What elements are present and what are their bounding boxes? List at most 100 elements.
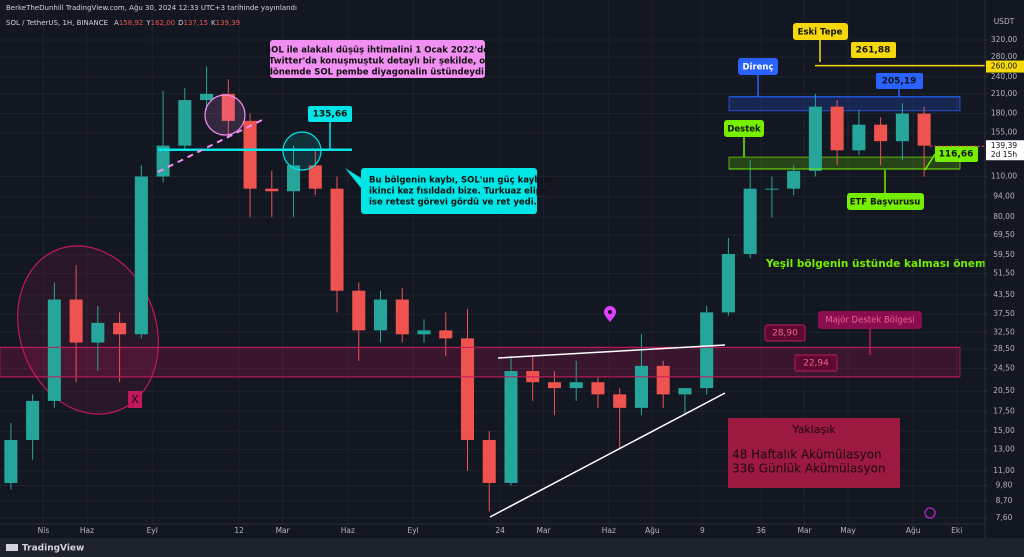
x-tick-label: Nis (38, 526, 50, 535)
y-tick-label: 240,00 (991, 72, 1017, 81)
x-tick-label: Eyl (147, 526, 158, 535)
candle-body (221, 93, 235, 121)
note-box (847, 193, 924, 210)
note-text: dönemde SOL pembe diyagonalin üstündeydi… (267, 68, 487, 78)
candle-body (134, 176, 148, 335)
candle-body (569, 382, 583, 389)
note-text: Yaklaşık (791, 423, 836, 436)
publisher: BerkeTheDunhill TradingView.com, Ağu 30,… (6, 4, 297, 12)
pin-icon (608, 310, 612, 314)
countdown: 2d 15h (991, 150, 1017, 159)
note-box (728, 418, 900, 488)
note-box (818, 311, 922, 329)
candle-body (874, 124, 888, 142)
level-box (764, 324, 806, 342)
candle-body (200, 93, 214, 101)
note-box (738, 58, 778, 75)
event-icon (924, 507, 936, 519)
ohlc-value: 158,92 (119, 19, 144, 27)
y-tick-label: 24,50 (993, 363, 1015, 372)
y-tick-label: 7,60 (996, 513, 1013, 522)
y-tick-label: 8,70 (996, 496, 1013, 505)
x-tick-label: Haz (341, 526, 355, 535)
candle-body (830, 106, 844, 151)
level-box (851, 42, 896, 58)
ohlc-value: 139,39 (216, 19, 241, 27)
y-tick-label: 51,50 (993, 268, 1015, 277)
candle-body (547, 382, 561, 389)
level-label: 205,19 (882, 77, 917, 87)
note-text: Direnç (742, 63, 773, 73)
x-tick-label: May (840, 526, 856, 535)
candle-body (330, 188, 344, 291)
candle-body (917, 113, 931, 146)
y-tick-label: 80,00 (993, 212, 1015, 221)
candle-body (439, 330, 453, 339)
candle-body (634, 365, 648, 408)
note-text: X (131, 393, 139, 406)
candle-body (308, 165, 322, 189)
level-box (876, 73, 923, 89)
candle-body (113, 322, 127, 335)
candle-body (178, 100, 192, 146)
y-tick-label: 13,00 (993, 444, 1015, 453)
note-text: Yeşil bölgenin üstünde kalması önemli. (765, 258, 997, 270)
candle-body (47, 299, 61, 401)
candle-body (4, 439, 18, 483)
symbol-title: SOL / TetherUS, 1H, BINANCE (6, 19, 108, 27)
candle-body (504, 371, 518, 483)
candle-body (613, 394, 627, 408)
y-tick-label: 32,50 (993, 327, 1015, 336)
candle-body (743, 188, 757, 254)
candle-body (721, 253, 735, 313)
y-tick-label: 110,00 (991, 171, 1017, 180)
candle-body (700, 312, 714, 389)
note-box (724, 120, 764, 137)
candle-body (808, 106, 822, 171)
y-tick-label: 43,50 (993, 290, 1015, 299)
price-axis (985, 0, 1024, 538)
candle-body (787, 170, 801, 189)
symbol: SOL / TetherUS, 1H, BINANCE A158,92 Y162,0… (6, 19, 240, 27)
x-tick-label: Mar (537, 526, 552, 535)
note-text: Eski Tepe (798, 28, 843, 38)
candle-body (460, 338, 475, 440)
teal-circle (282, 131, 322, 171)
candle-body (26, 400, 40, 440)
x-tick-label: Ağu (645, 526, 660, 535)
pointer (924, 153, 936, 171)
candle-body (678, 388, 692, 395)
candle-body (91, 322, 105, 343)
level-label: 261,88 (856, 46, 891, 56)
last-price-marker (986, 140, 1024, 161)
zone (728, 96, 961, 112)
x-tick-label: 36 (756, 526, 766, 535)
level-box (308, 106, 352, 122)
x-tick-label: Eki (951, 526, 962, 535)
y-tick-label: 210,00 (991, 89, 1017, 98)
y-tick-label: 9,80 (996, 481, 1013, 490)
note-text: Destek (727, 125, 761, 135)
candles (4, 66, 931, 512)
candle-body (765, 188, 779, 190)
candle-body (417, 330, 431, 335)
x-tick-label: 12 (234, 526, 244, 535)
levels (0, 64, 985, 378)
x-tick-label: Mar (797, 526, 812, 535)
y-tick-label: 180,00 (991, 109, 1017, 118)
x-tick-label: Mar (276, 526, 291, 535)
triangle-lower (489, 392, 726, 518)
note-text: Twitter'da konuşmuştuk detaylı bir şekil… (269, 57, 485, 67)
note-text: ETF Başvurusu (850, 198, 921, 208)
y-tick-label: 17,50 (993, 406, 1015, 415)
level-label: 116,66 (939, 150, 974, 160)
zone (728, 156, 961, 170)
y-tick-label: 59,50 (993, 250, 1015, 259)
candle-body (243, 120, 257, 189)
x-tick-label: Haz (80, 526, 94, 535)
level-label: 22,94 (803, 359, 829, 369)
candle-body (395, 299, 409, 335)
y-tick-label: 28,50 (993, 344, 1015, 353)
y-tick-label: 20,50 (993, 386, 1015, 395)
